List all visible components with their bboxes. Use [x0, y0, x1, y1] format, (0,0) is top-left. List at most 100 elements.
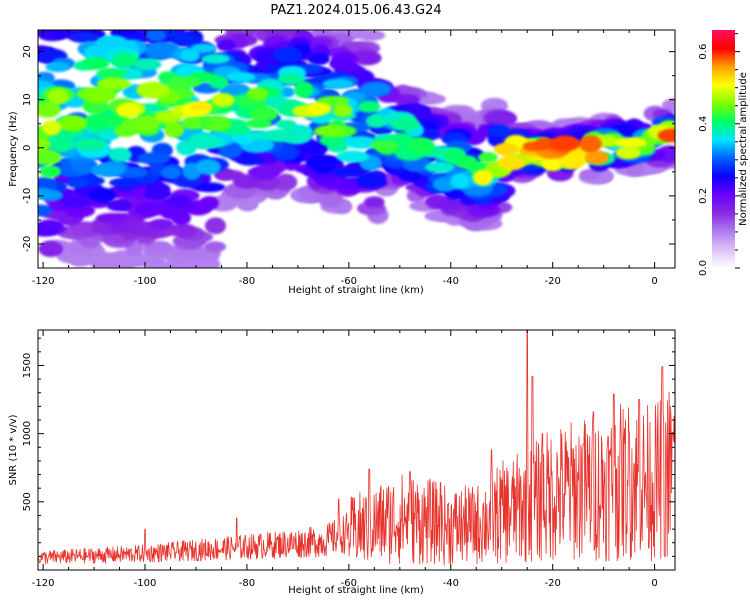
- heatmap-cell: [112, 54, 139, 66]
- x-tick-label: -20: [545, 276, 561, 287]
- heatmap-cell: [437, 198, 464, 210]
- heatmap-cell: [579, 135, 602, 153]
- heatmap-x-label: Height of straight line (km): [288, 285, 424, 296]
- y-tick-label: 0: [22, 145, 33, 151]
- y-tick-label: 20: [22, 45, 33, 58]
- heatmap-cell: [211, 93, 235, 108]
- heatmap-cell: [273, 46, 302, 64]
- y-tick-label: -10: [22, 188, 33, 204]
- heatmap-cell: [407, 137, 435, 155]
- heatmap-cell: [216, 39, 236, 52]
- heatmap-cell: [69, 32, 101, 44]
- heatmap-cell: [497, 155, 526, 171]
- heatmap-cell: [322, 78, 354, 89]
- heatmap-cell: [614, 137, 647, 148]
- snr-background: [38, 330, 675, 570]
- heatmap-cell: [274, 173, 298, 191]
- heatmap-cell: [332, 166, 364, 178]
- heatmap-cell: [534, 137, 555, 150]
- heatmap-cell: [584, 150, 609, 165]
- heatmap-cell: [42, 120, 62, 136]
- heatmap-cell: [172, 223, 196, 238]
- heatmap-cell: [615, 146, 641, 160]
- heatmap-cell: [136, 81, 170, 99]
- heatmap-cell: [218, 143, 243, 159]
- heatmap-cell: [204, 217, 227, 235]
- heatmap-cell: [333, 103, 353, 118]
- heatmap-cell: [166, 194, 191, 208]
- heatmap-cell: [657, 128, 675, 143]
- heatmap-cell: [146, 41, 181, 59]
- x-tick-label: -60: [341, 578, 357, 589]
- heatmap-cell: [356, 172, 386, 189]
- heatmap-cell: [58, 195, 91, 208]
- heatmap-cell: [38, 101, 61, 118]
- y-tick-label: 1000: [22, 421, 33, 446]
- heatmap-cell: [487, 124, 511, 137]
- heatmap-cell: [38, 225, 60, 237]
- heatmap-cell: [39, 165, 61, 179]
- heatmap-cell: [478, 152, 498, 163]
- x-tick-label: 0: [651, 578, 657, 589]
- heatmap-cell: [314, 125, 347, 138]
- heatmap-cell: [95, 212, 129, 224]
- heatmap-cell: [549, 135, 581, 152]
- heatmap-y-label: Frequency (Hz): [8, 111, 19, 187]
- heatmap-cell: [294, 81, 314, 98]
- heatmap-cell: [51, 30, 72, 39]
- heatmap-cell: [66, 177, 88, 189]
- colorbar-ticks: 0.0 0.2 0.4 0.6: [698, 33, 740, 276]
- heatmap-cell: [133, 115, 160, 132]
- heatmap-x-ticks: -120 -100 -80 -60 -40 -20 0: [32, 30, 658, 287]
- colorbar-tick-label: 0.4: [698, 116, 709, 132]
- x-tick-label: -20: [545, 578, 561, 589]
- heatmap-cell: [38, 187, 53, 199]
- heatmap-cell: [305, 154, 339, 171]
- heatmap-cell: [494, 142, 518, 156]
- heatmap-cell: [307, 102, 332, 116]
- heatmap-cell: [88, 187, 117, 203]
- heatmap-cell: [170, 33, 200, 47]
- heatmap-cell: [135, 201, 167, 217]
- heatmap-cell: [318, 191, 344, 208]
- heatmap-cell: [661, 98, 675, 113]
- heatmap-cell: [319, 134, 345, 147]
- heatmap-cell: [91, 163, 124, 177]
- y-tick-label: 10: [22, 93, 33, 106]
- y-tick-label: 500: [22, 492, 33, 511]
- heatmap-cell: [144, 187, 172, 201]
- heatmap-cell: [47, 88, 69, 105]
- heatmap-cell: [96, 78, 131, 90]
- heatmap-cell: [236, 155, 263, 166]
- colorbar-tick-label: 0.6: [698, 44, 709, 60]
- heatmap-cell: [188, 132, 219, 150]
- heatmap-cell: [250, 106, 278, 122]
- heatmap-cell: [190, 101, 213, 112]
- heatmap-cell: [38, 241, 64, 257]
- heatmap-cell: [352, 50, 382, 66]
- x-tick-label: 0: [651, 276, 657, 287]
- heatmap-cell: [424, 161, 455, 173]
- colorbar: 0.0 0.2 0.4 0.6 Normalized spectral amplitu…: [698, 30, 749, 276]
- colorbar-gradient: [712, 30, 735, 268]
- heatmap-cell: [369, 140, 399, 151]
- snr-panel: -120 -100 -80 -60 -40 -20 0 500 1000 1500 Height…: [8, 329, 676, 596]
- heatmap-cell: [365, 114, 388, 128]
- heatmap-cell: [116, 102, 141, 118]
- snr-x-ticks: -120 -100 -80 -60 -40 -20 0: [32, 330, 658, 589]
- heatmap-cell: [81, 57, 110, 70]
- heatmap-cell: [279, 73, 303, 85]
- heatmap-cell: [45, 61, 70, 73]
- x-tick-label: -40: [443, 276, 459, 287]
- heatmap-cell: [38, 150, 62, 165]
- heatmap-cell: [336, 150, 370, 163]
- x-tick-label: -120: [32, 276, 55, 287]
- colorbar-tick-label: 0.2: [698, 188, 709, 204]
- heatmap-cell: [579, 169, 600, 180]
- heatmap-y-ticks: -20 -10 0 10 20: [22, 45, 675, 269]
- x-tick-label: -80: [239, 578, 255, 589]
- heatmap-cell: [364, 196, 385, 208]
- heatmap-cell: [195, 159, 221, 175]
